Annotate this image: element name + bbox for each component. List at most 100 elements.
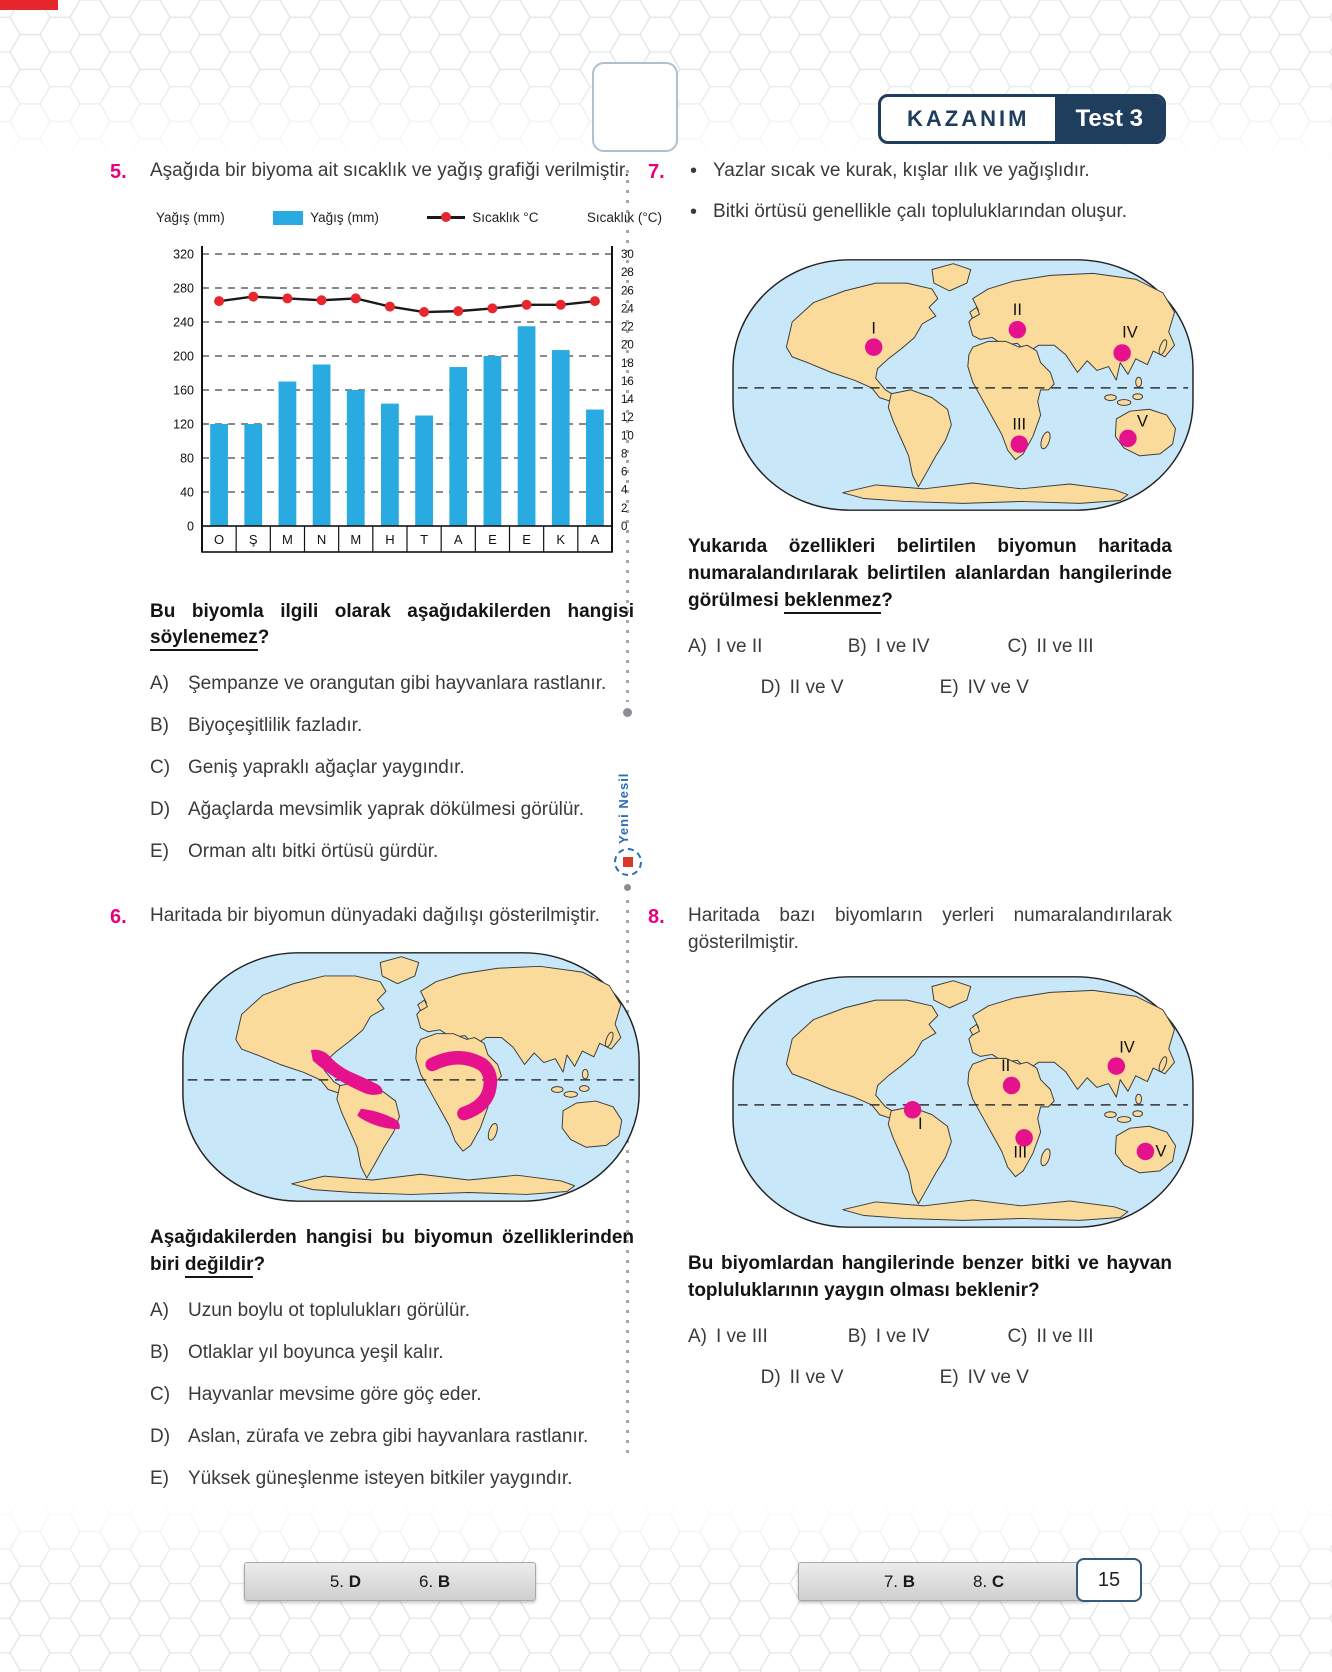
answer-pair: 8. C	[973, 1571, 1005, 1591]
option-c: C) Geniş yapraklı ağaçlar yaygındır.	[150, 755, 634, 782]
kazanim-test-badge: KAZANIM Test 3	[878, 94, 1167, 144]
option-letter: B)	[150, 1342, 169, 1364]
location-roman-label: V	[1137, 413, 1148, 431]
column-divider-dotted	[626, 900, 629, 1456]
question-number: 6.	[110, 906, 127, 928]
test-number-label: Test 3	[1055, 97, 1164, 141]
location-roman-label: I	[918, 1115, 923, 1133]
question-stem: Bu biyomlardan hangilerinde benzer bitki…	[688, 1252, 1172, 1301]
svg-text:120: 120	[173, 417, 194, 431]
svg-text:18: 18	[621, 357, 634, 369]
options-grid: A) I ve III B) I ve IV C) II ve III D) II ve V E…	[688, 1324, 1172, 1406]
option-a: A) I ve II	[688, 634, 848, 661]
option-text: Geniş yapraklı ağaçlar yaygındır.	[188, 757, 465, 779]
option-e: E) Orman altı bitki örtüsü gürdür.	[150, 839, 634, 866]
question-stem: Bu biyomla ilgili olarak aşağıdakilerden…	[150, 599, 634, 653]
svg-text:4: 4	[621, 484, 628, 496]
option-text: Hayvanlar mevsime göre göç eder.	[188, 1384, 482, 1406]
svg-text:30: 30	[621, 249, 634, 261]
option-text: II ve V	[789, 1366, 844, 1388]
question-bullets: • Yazlar sıcak ve kurak, kışlar ılık ve y…	[690, 158, 1172, 240]
kazanim-label: KAZANIM	[907, 106, 1030, 131]
numbered-location-dot	[864, 338, 883, 356]
option-text: I ve IV	[875, 635, 930, 657]
option-b: B) I ve IV	[848, 634, 1008, 661]
option-letter: D)	[760, 1366, 781, 1388]
svg-text:10: 10	[621, 430, 634, 442]
svg-text:A: A	[591, 532, 600, 547]
svg-text:40: 40	[180, 485, 194, 499]
svg-text:N: N	[317, 532, 326, 547]
numbered-location-dot	[1119, 429, 1137, 448]
header-placeholder-box	[592, 62, 678, 152]
option-text: Otlaklar yıl boyunca yeşil kalır.	[188, 1342, 444, 1364]
option-a: A) Şempanze ve orangutan gibi hayvanlara …	[150, 671, 634, 698]
numbered-location-dot	[1107, 1057, 1126, 1075]
chart-legend: Yağış (mm) Yağış (mm) Sıcaklık °C Sıcakl…	[156, 208, 662, 227]
right-axis-title: Sıcaklık (°C)	[586, 210, 662, 226]
svg-text:12: 12	[621, 412, 634, 424]
svg-text:O: O	[214, 532, 224, 547]
option-text: II ve III	[1036, 635, 1094, 657]
svg-text:E: E	[522, 532, 531, 547]
option-text: IV ve V	[967, 676, 1029, 698]
numbered-location-dot	[1113, 344, 1131, 362]
bullet-item: • Bitki örtüsü genellikle çalı toplulukla…	[690, 199, 1172, 226]
option-letter: C)	[150, 1384, 171, 1406]
option-a: A) Uzun boylu ot toplulukları görülür.	[150, 1298, 634, 1325]
question-number: 8.	[648, 906, 665, 928]
location-roman-label: V	[1155, 1142, 1166, 1160]
option-text: II ve III	[1036, 1325, 1094, 1347]
climate-chart-block: Yağış (mm) Yağış (mm) Sıcaklık °C Sıcakl…	[156, 208, 662, 580]
option-text: I ve III	[716, 1325, 768, 1347]
svg-text:200: 200	[173, 349, 194, 363]
location-roman-label: IV	[1122, 323, 1138, 341]
option-letter: D)	[150, 1426, 171, 1448]
numbered-location-dot	[1010, 435, 1029, 453]
question-intro: Haritada bazı biyomların yerleri numaral…	[688, 905, 1172, 953]
legend-precipitation: Yağış (mm)	[273, 208, 379, 227]
svg-text:2: 2	[621, 502, 627, 514]
world-map-q6	[182, 952, 640, 1203]
bullet-text: Yazlar sıcak ve kurak, kışlar ılık ve ya…	[713, 160, 1090, 181]
question-intro: Haritada bir biyomun dünyadaki dağılışı …	[150, 905, 600, 926]
numbered-location-dot	[903, 1100, 922, 1119]
svg-text:6: 6	[621, 466, 627, 478]
svg-text:16: 16	[621, 375, 634, 387]
svg-text:240: 240	[173, 315, 194, 329]
option-text: Uzun boylu ot toplulukları görülür.	[188, 1300, 470, 1322]
svg-text:M: M	[350, 532, 361, 547]
option-c: C) Hayvanlar mevsime göre göç eder.	[150, 1382, 634, 1409]
biome-distribution-region	[310, 1050, 400, 1130]
option-letter: A)	[688, 635, 707, 657]
question-6: 6. Haritada bir biyomun dünyadaki dağılı…	[110, 903, 640, 1508]
question-number: 7.	[648, 161, 665, 183]
option-e: E) IV ve V	[940, 675, 1029, 702]
bar-swatch-icon	[273, 210, 304, 225]
numbered-location-dot	[1008, 320, 1027, 339]
svg-text:320: 320	[173, 247, 194, 261]
question-intro: Aşağıda bir biyoma ait sıcaklık ve yağış…	[150, 160, 630, 181]
svg-text:H: H	[385, 532, 394, 547]
location-roman-label: I	[871, 320, 876, 338]
svg-text:Ş: Ş	[249, 532, 258, 547]
option-letter: D)	[150, 799, 171, 821]
numbered-location-dot	[1002, 1076, 1021, 1095]
question-5: 5. Aşağıda bir biyoma ait sıcaklık ve ya…	[110, 158, 662, 881]
svg-text:0: 0	[187, 519, 194, 533]
location-roman-label: II	[1013, 301, 1022, 319]
option-letter: E)	[150, 1468, 169, 1490]
svg-text:160: 160	[173, 383, 194, 397]
svg-text:K: K	[556, 532, 565, 547]
option-text: Şempanze ve orangutan gibi hayvanlara ra…	[188, 673, 607, 695]
bullet-text: Bitki örtüsü genellikle çalı topluluklar…	[713, 200, 1128, 222]
option-letter: E)	[939, 1366, 959, 1388]
bullet-icon: •	[690, 200, 698, 223]
option-d: D) II ve V	[761, 1365, 940, 1392]
options-grid: A) I ve II B) I ve IV C) II ve III D) II ve V E)…	[688, 634, 1172, 716]
location-roman-label: IV	[1119, 1038, 1135, 1056]
options-list: A) Uzun boylu ot toplulukları görülür. B) O…	[150, 1298, 634, 1493]
